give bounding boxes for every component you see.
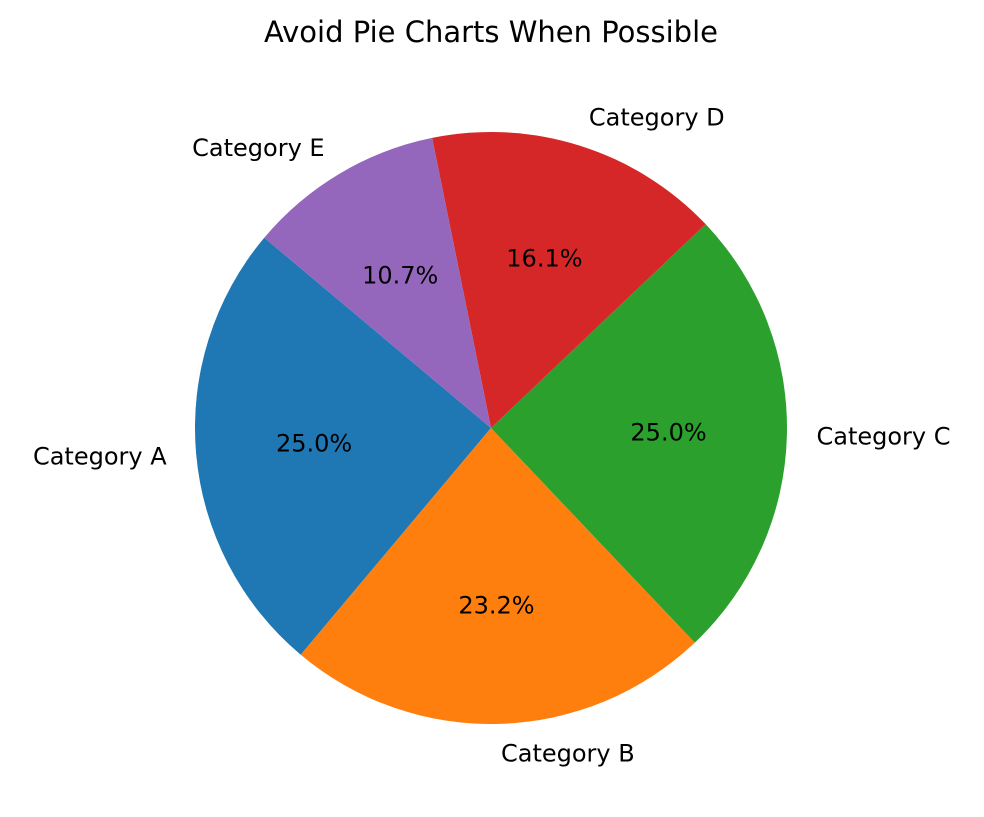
pie-slice-category-c — [491, 224, 788, 643]
category-label: Category A — [33, 442, 167, 470]
category-label: Category B — [501, 739, 635, 767]
percentage-labels: 25.0% 23.2% 25.0% 16.1% 10.7% — [276, 245, 707, 620]
pie-slice-category-e — [264, 137, 491, 429]
pie-slices — [194, 131, 788, 725]
category-labels: Category A Category B Category C Category D… — [33, 103, 951, 767]
percentage-label: 25.0% — [630, 419, 706, 447]
pie-slice-category-a — [194, 237, 491, 655]
category-label: Category C — [816, 422, 950, 450]
chart-title: Avoid Pie Charts When Possible — [264, 15, 718, 49]
percentage-label: 16.1% — [506, 245, 582, 273]
category-label: Category E — [192, 134, 324, 162]
category-label: Category D — [589, 103, 725, 131]
pie-slice-category-b — [300, 428, 695, 725]
pie-slice-category-d — [432, 131, 706, 428]
percentage-label: 23.2% — [458, 592, 534, 620]
percentage-label: 10.7% — [362, 261, 438, 289]
percentage-label: 25.0% — [276, 429, 352, 457]
